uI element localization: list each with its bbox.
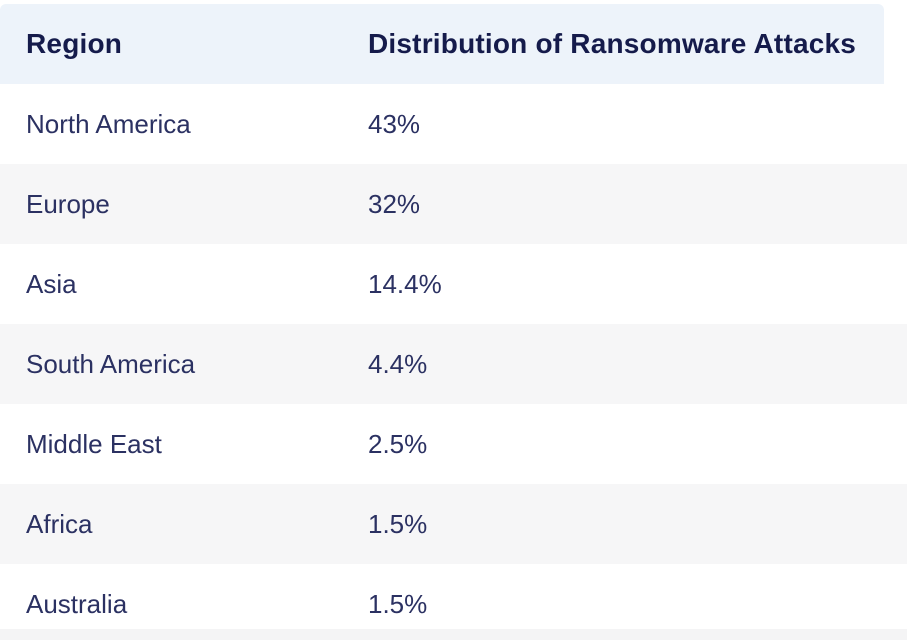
region-cell: North America bbox=[26, 108, 191, 139]
value-cell: 32% bbox=[368, 188, 421, 219]
region-cell: Africa bbox=[26, 508, 93, 539]
table-row-middle-east: Middle East 2.5% bbox=[0, 404, 907, 484]
table-row-europe: Europe 32% bbox=[0, 164, 907, 244]
region-cell: Australia bbox=[26, 588, 128, 619]
table-row-south-america: South America 4.4% bbox=[0, 324, 907, 404]
region-cell: South America bbox=[26, 348, 196, 379]
value-cell: 2.5% bbox=[368, 428, 428, 459]
value-cell: 1.5% bbox=[368, 588, 428, 619]
region-cell: Europe bbox=[26, 188, 110, 219]
table-row-africa: Africa 1.5% bbox=[0, 484, 907, 564]
value-cell: 1.5% bbox=[368, 508, 428, 539]
region-cell: Asia bbox=[26, 268, 77, 299]
column-header-distribution: Distribution of Ransomware Attacks bbox=[368, 28, 857, 59]
table-bottom-strip bbox=[0, 629, 907, 640]
region-cell: Middle East bbox=[26, 428, 162, 459]
value-cell: 43% bbox=[368, 108, 421, 139]
table-row-asia: Asia 14.4% bbox=[0, 244, 907, 324]
value-cell: 4.4% bbox=[368, 348, 428, 379]
table-row-north-america: North America 43% bbox=[0, 84, 907, 164]
table-header-row: Region Distribution of Ransomware Attack… bbox=[0, 4, 884, 84]
column-header-region: Region bbox=[26, 28, 123, 59]
value-cell: 14.4% bbox=[368, 268, 442, 299]
